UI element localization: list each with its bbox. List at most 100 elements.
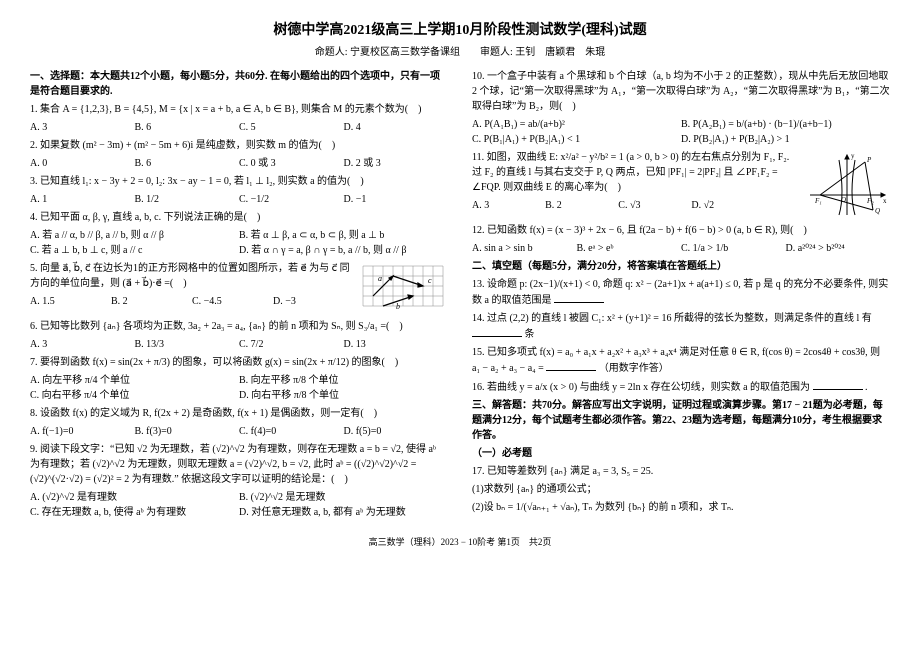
q6-c: C. 7/2 bbox=[239, 337, 344, 352]
q10-c: C. P(B₁|A₁) + P(B₂|A₁) < 1 bbox=[472, 132, 681, 147]
exam-subtitle: 命题人: 宁夏校区高三数学备课组 审题人: 王钊 唐颖君 朱琨 bbox=[30, 45, 890, 60]
q15: 15. 已知多项式 f(x) = a₀ + a₁x + a₂x² + a₃x³ … bbox=[472, 345, 890, 376]
q8-opts: A. f(−1)=0 B. f(3)=0 C. f(4)=0 D. f(5)=0 bbox=[30, 424, 448, 439]
q11-opts: A. 3 B. 2 C. √3 D. √2 bbox=[472, 198, 765, 213]
q17-stem: 17. 已知等差数列 {aₙ} 满足 a₃ = 3, S₅ = 25. bbox=[472, 464, 890, 479]
section3-head1: 三、解答题：共70分。解答应写出文字说明，证明过程或演算步骤。第17 − 21题… bbox=[472, 398, 890, 443]
q11-a: A. 3 bbox=[472, 198, 545, 213]
q5-a: A. 1.5 bbox=[30, 294, 111, 309]
q7-b: B. 向左平移 π/8 个单位 bbox=[239, 373, 448, 388]
q2-d: D. 2 或 3 bbox=[344, 156, 449, 171]
svg-text:Q: Q bbox=[875, 207, 880, 215]
svg-text:y: y bbox=[851, 152, 855, 160]
vector-grid-diagram: a c b bbox=[358, 261, 448, 316]
q11-d: D. √2 bbox=[691, 198, 764, 213]
q2-stem: 2. 如果复数 (m² − 3m) + (m² − 5m + 6)i 是纯虚数，… bbox=[30, 138, 448, 153]
svg-text:P: P bbox=[866, 156, 872, 164]
section3-head2: （一）必考题 bbox=[472, 446, 890, 461]
q14: 14. 过点 (2,2) 的直线 l 被圆 C₁: x² + (y+1)² = … bbox=[472, 311, 890, 342]
q7-stem: 7. 要得到函数 f(x) = sin(2x + π/3) 的图象，可以将函数 … bbox=[30, 355, 448, 370]
q15-stem: 15. 已知多项式 f(x) = a₀ + a₁x + a₂x² + a₃x³ … bbox=[472, 347, 880, 374]
hyperbola-diagram: x y F₁ F₂ O P Q bbox=[805, 150, 890, 220]
q9-c: C. 存在无理数 a, b, 使得 aᵇ 为有理数 bbox=[30, 505, 239, 520]
svg-text:F₂: F₂ bbox=[866, 197, 874, 205]
q14-stem: 14. 过点 (2,2) 的直线 l 被圆 C₁: x² + (y+1)² = … bbox=[472, 313, 872, 324]
q4-b: B. 若 α ⊥ β, a ⊂ α, b ⊂ β, 则 a ⊥ b bbox=[239, 228, 448, 243]
q2-b: B. 6 bbox=[135, 156, 240, 171]
q13-blank bbox=[554, 292, 604, 303]
q3-b: B. 1/2 bbox=[135, 192, 240, 207]
q11-b: B. 2 bbox=[545, 198, 618, 213]
q5-stem: 5. 向量 a⃗, b⃗, c⃗ 在边长为1的正方形网格中的位置如图所示，若 e… bbox=[30, 263, 350, 289]
q1-a: A. 3 bbox=[30, 120, 135, 135]
q4-d: D. 若 α ∩ γ = a, β ∩ γ = b, a // b, 则 α /… bbox=[239, 243, 448, 258]
q9-stem: 9. 阅读下段文字：“已知 √2 为无理数，若 (√2)^√2 为有理数，则存在… bbox=[30, 442, 448, 487]
q3-c: C. −1/2 bbox=[239, 192, 344, 207]
q2-opts: A. 0 B. 6 C. 0 或 3 D. 2 或 3 bbox=[30, 156, 448, 171]
q17-p1: (1)求数列 {aₙ} 的通项公式； bbox=[472, 482, 890, 497]
q7-a: A. 向左平移 π/4 个单位 bbox=[30, 373, 239, 388]
page-footer: 高三数学（理科）2023 − 10阶考 第1页 共2页 bbox=[30, 536, 890, 550]
q3-stem: 3. 已知直线 l₁: x − 3y + 2 = 0, l₂: 3x − ay … bbox=[30, 174, 448, 189]
q4-stem: 4. 已知平面 α, β, γ, 直线 a, b, c. 下列说法正确的是( ) bbox=[30, 210, 448, 225]
q3-opts: A. 1 B. 1/2 C. −1/2 D. −1 bbox=[30, 192, 448, 207]
q1-stem: 1. 集合 A = {1,2,3}, B = {4,5}, M = {x | x… bbox=[30, 102, 448, 117]
q8-c: C. f(4)=0 bbox=[239, 424, 344, 439]
q14-blank bbox=[472, 326, 522, 337]
q8-b: B. f(3)=0 bbox=[135, 424, 240, 439]
svg-text:a: a bbox=[378, 274, 382, 283]
left-column: 一、选择题：本大题共12个小题，每小题5分，共60分. 在每小题给出的四个选项中… bbox=[30, 66, 448, 520]
q12-stem: 12. 已知函数 f(x) = (x − 3)³ + 2x − 6, 且 f(2… bbox=[472, 223, 890, 238]
q2-a: A. 0 bbox=[30, 156, 135, 171]
q10-b: B. P(A₂B₁) = b/(a+b) · (b−1)/(a+b−1) bbox=[681, 117, 890, 132]
q1-c: C. 5 bbox=[239, 120, 344, 135]
q6-a: A. 3 bbox=[30, 337, 135, 352]
q1-opts: A. 3 B. 6 C. 5 D. 4 bbox=[30, 120, 448, 135]
section2-head: 二、填空题（每题5分，满分20分，将答案填在答题纸上） bbox=[472, 259, 890, 274]
q3-a: A. 1 bbox=[30, 192, 135, 207]
q12-c: C. 1/a > 1/b bbox=[681, 241, 786, 256]
q11-block: x y F₁ F₂ O P Q 11. 如图，双曲线 E: x²/a² − y²… bbox=[472, 150, 890, 195]
q6-d: D. 13 bbox=[344, 337, 449, 352]
svg-text:b: b bbox=[396, 302, 400, 311]
q5-b: B. 2 bbox=[111, 294, 192, 309]
q2-c: C. 0 或 3 bbox=[239, 156, 344, 171]
q4-opts: A. 若 a // α, b // β, a // b, 则 α // β B.… bbox=[30, 228, 448, 258]
q12-d: D. a²⁰²⁴ > b²⁰²⁴ bbox=[786, 241, 891, 256]
q12-opts: A. sin a > sin b B. eᵃ > eᵇ C. 1/a > 1/b… bbox=[472, 241, 890, 256]
q9-opts: A. (√2)^√2 是有理数 B. (√2)^√2 是无理数 C. 存在无理数… bbox=[30, 490, 448, 520]
q16: 16. 若曲线 y = a/x (x > 0) 与曲线 y = 2ln x 存在… bbox=[472, 379, 890, 395]
q13: 13. 设命题 p: (2x−1)/(x+1) < 0, 命题 q: x² − … bbox=[472, 277, 890, 308]
q15-blank bbox=[546, 360, 596, 371]
q15-tail: （用数字作答） bbox=[599, 363, 669, 374]
q8-d: D. f(5)=0 bbox=[344, 424, 449, 439]
q3-d: D. −1 bbox=[344, 192, 449, 207]
q17-p2: (2)设 bₙ = 1/(√aₙ₊₁ + √aₙ), Tₙ 为数列 {bₙ} 的… bbox=[472, 500, 890, 515]
q9-a: A. (√2)^√2 是有理数 bbox=[30, 490, 239, 505]
q13-stem: 13. 设命题 p: (2x−1)/(x+1) < 0, 命题 q: x² − … bbox=[472, 279, 888, 306]
q5-opts: A. 1.5 B. 2 C. −4.5 D. −3 bbox=[30, 294, 354, 309]
q10-d: D. P(B₂|A₁) + P(B₂|A₂) > 1 bbox=[681, 132, 890, 147]
exam-title: 树德中学高2021级高三上学期10月阶段性测试数学(理科)试题 bbox=[30, 20, 890, 41]
svg-text:c: c bbox=[428, 276, 432, 285]
q5-block: a c b 5. 向量 a⃗, b⃗, c⃗ 在边长为1的正方形网格中的位置如图… bbox=[30, 261, 448, 291]
q16-stem: 16. 若曲线 y = a/x (x > 0) 与曲线 y = 2ln x 存在… bbox=[472, 382, 810, 393]
section1-head: 一、选择题：本大题共12个小题，每小题5分，共60分. 在每小题给出的四个选项中… bbox=[30, 69, 448, 99]
q5-c: C. −4.5 bbox=[192, 294, 273, 309]
q11-stem: 11. 如图，双曲线 E: x²/a² − y²/b² = 1 (a > 0, … bbox=[472, 152, 789, 193]
q16-blank bbox=[813, 379, 863, 390]
q10-stem: 10. 一个盒子中装有 a 个黑球和 b 个白球（a, b 均为不小于 2 的正… bbox=[472, 69, 890, 114]
q1-b: B. 6 bbox=[135, 120, 240, 135]
q11-c: C. √3 bbox=[618, 198, 691, 213]
q8-a: A. f(−1)=0 bbox=[30, 424, 135, 439]
svg-text:O: O bbox=[841, 196, 846, 204]
q6-b: B. 13/3 bbox=[135, 337, 240, 352]
q10-a: A. P(A₁B₁) = ab/(a+b)² bbox=[472, 117, 681, 132]
q7-opts: A. 向左平移 π/4 个单位 B. 向左平移 π/8 个单位 C. 向右平移 … bbox=[30, 373, 448, 403]
q7-c: C. 向右平移 π/4 个单位 bbox=[30, 388, 239, 403]
q12-b: B. eᵃ > eᵇ bbox=[577, 241, 682, 256]
q14-tail: 条 bbox=[525, 329, 535, 340]
q7-d: D. 向右平移 π/8 个单位 bbox=[239, 388, 448, 403]
svg-text:F₁: F₁ bbox=[814, 197, 822, 205]
q6-stem: 6. 已知等比数列 {aₙ} 各项均为正数, 3a₂ + 2a₃ = a₄, {… bbox=[30, 319, 448, 334]
